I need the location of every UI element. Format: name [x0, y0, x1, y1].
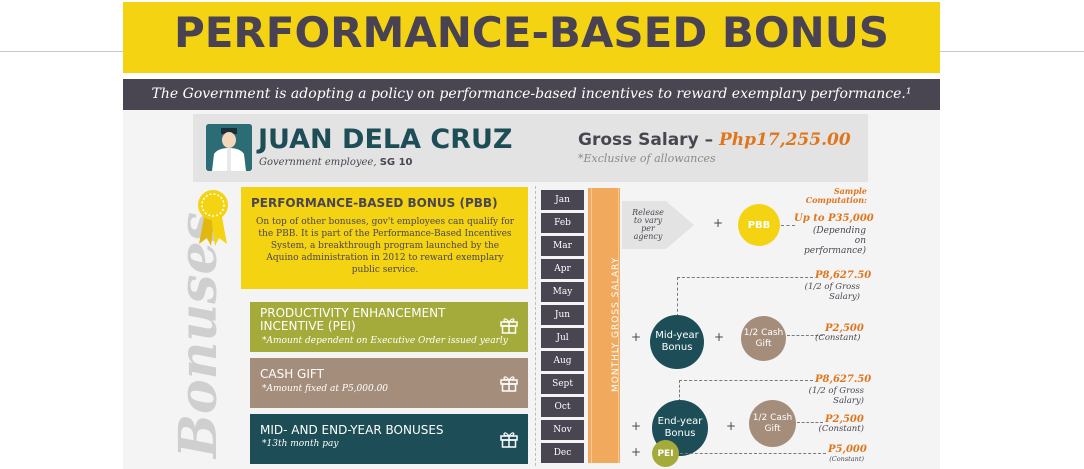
mid-year-circle-line1: Mid-year [655, 330, 699, 341]
mid-year-note: (1/2 of Gross Salary) [804, 282, 860, 302]
pei-title-line1: PRODUCTIVITY ENHANCEMENT [260, 306, 446, 320]
connector [787, 335, 823, 336]
pbb-note-line1: (Depending [812, 226, 866, 236]
month-jun: Jun [541, 305, 584, 325]
end-year-value: P8,627.50 [815, 374, 872, 385]
month-jul: Jul [541, 328, 584, 348]
mid-cash-note: (Constant) [815, 333, 861, 343]
month-sept: Sept [541, 374, 584, 394]
month-feb: Feb [541, 213, 584, 233]
connector [677, 277, 678, 317]
pbb-card [241, 187, 528, 289]
pei-note: *Amount dependent on Executive Order iss… [262, 336, 508, 346]
release-line3: per agency [633, 224, 663, 241]
employee-avatar-icon [206, 124, 252, 171]
sample-heading-line1: Sample [833, 186, 867, 196]
end-cash-note: (Constant) [818, 424, 864, 434]
connector [677, 277, 813, 278]
cash-gift-title: CASH GIFT [260, 367, 324, 381]
end-cash-line1: 1/2 Cash [752, 412, 793, 423]
month-may: May [541, 282, 584, 302]
connector [679, 380, 680, 402]
pei-card [250, 302, 528, 352]
gift-icon [500, 316, 518, 334]
end-cash-line2: Gift [764, 423, 781, 434]
month-apr: Apr [541, 259, 584, 279]
month-dec: Dec [541, 443, 584, 463]
mid-year-value: P8,627.50 [815, 270, 872, 281]
pei-circle-label: PEI [657, 448, 674, 459]
end-year-circle-line1: End-year [657, 416, 703, 427]
gift-icon [500, 374, 518, 392]
plus-sign: + [713, 216, 724, 230]
pbb-title: PERFORMANCE-BASED BONUS (PBB) [251, 196, 498, 210]
release-note: Release to vary per agency [628, 209, 668, 241]
employee-grade: SG 10 [379, 157, 413, 168]
plus-sign: + [631, 330, 642, 344]
month-oct: Oct [541, 397, 584, 417]
mid-year-circle-line2: Bonus [661, 342, 693, 353]
pei-value: P5,000 [828, 444, 867, 455]
gift-icon [500, 430, 518, 448]
release-line1: Release [632, 208, 664, 217]
sample-computation-heading: Sample Computation: [805, 187, 867, 205]
monthly-salary-bar-inner [591, 188, 619, 463]
connector [679, 380, 813, 381]
plus-sign: + [714, 330, 725, 344]
pbb-value: Up to P35,000 [794, 213, 874, 224]
column-divider [535, 186, 536, 466]
page-title: PERFORMANCE-BASED BONUS [173, 8, 890, 57]
mid-end-note: *13th month pay [262, 439, 339, 449]
connector [797, 422, 823, 423]
month-jan: Jan [541, 190, 584, 210]
pbb-note-line2: on performance) [803, 236, 866, 256]
pei-title-line2: INCENTIVE (PEI) [260, 319, 356, 333]
connector [781, 225, 795, 226]
page-subtitle: The Government is adopting a policy on p… [151, 86, 912, 102]
month-mar: Mar [541, 236, 584, 256]
monthly-salary-label: MONTHLY GROSS SALARY [611, 256, 621, 392]
sample-heading-line2: Computation: [805, 195, 867, 205]
end-year-cash-gift-circle: 1/2 Cash Gift [749, 400, 796, 447]
employee-role: Government employee, SG 10 [259, 157, 413, 168]
employee-strip [193, 114, 868, 182]
employee-role-text: Government employee, [259, 157, 380, 168]
plus-sign: + [631, 445, 642, 459]
title-banner [123, 2, 940, 73]
gross-salary: Gross Salary – Php17,255.00 [578, 130, 851, 150]
release-arrow [622, 201, 694, 249]
plus-sign: + [631, 419, 642, 433]
subtitle-banner [123, 79, 940, 110]
connector [680, 453, 826, 454]
mid-cash-value: P2,500 [825, 323, 864, 334]
end-year-note: (1/2 of Gross Salary) [808, 386, 864, 406]
pbb-circle: PBB [738, 204, 780, 246]
month-aug: Aug [541, 351, 584, 371]
pei-note: (Constant) [829, 455, 864, 463]
pei-circle: PEI [652, 440, 679, 467]
pbb-note: (Depending on performance) [796, 226, 866, 256]
award-ribbon-icon [196, 188, 230, 248]
monthly-salary-bar [588, 188, 620, 463]
mid-end-card [250, 414, 528, 464]
release-line2: to vary [633, 216, 663, 225]
cash-gift-card [250, 358, 528, 408]
mid-year-cash-gift-circle: 1/2 Cash Gift [741, 316, 786, 361]
cash-gift-note: *Amount fixed at P5,000.00 [262, 384, 389, 394]
mid-cash-line2: Gift [755, 338, 772, 349]
month-nov: Nov [541, 420, 584, 440]
end-year-circle-line2: Bonus [664, 428, 696, 439]
pbb-description: On top of other bonuses, gov't employees… [255, 217, 515, 275]
pbb-circle-label: PBB [747, 219, 771, 231]
mid-cash-line1: 1/2 Cash [743, 327, 784, 338]
employee-name: JUAN DELA CRUZ [258, 124, 513, 155]
gross-salary-note: *Exclusive of allowances [578, 152, 716, 165]
plus-sign: + [726, 419, 737, 433]
gross-salary-label: Gross Salary – [578, 130, 719, 150]
mid-year-bonus-circle: Mid-year Bonus [650, 315, 704, 369]
end-cash-value: P2,500 [825, 414, 864, 425]
bonuses-sidebar-label: Bonuses [168, 212, 229, 458]
mid-end-title: MID- AND END-YEAR BONUSES [260, 423, 444, 437]
gross-salary-amount: Php17,255.00 [719, 130, 851, 150]
